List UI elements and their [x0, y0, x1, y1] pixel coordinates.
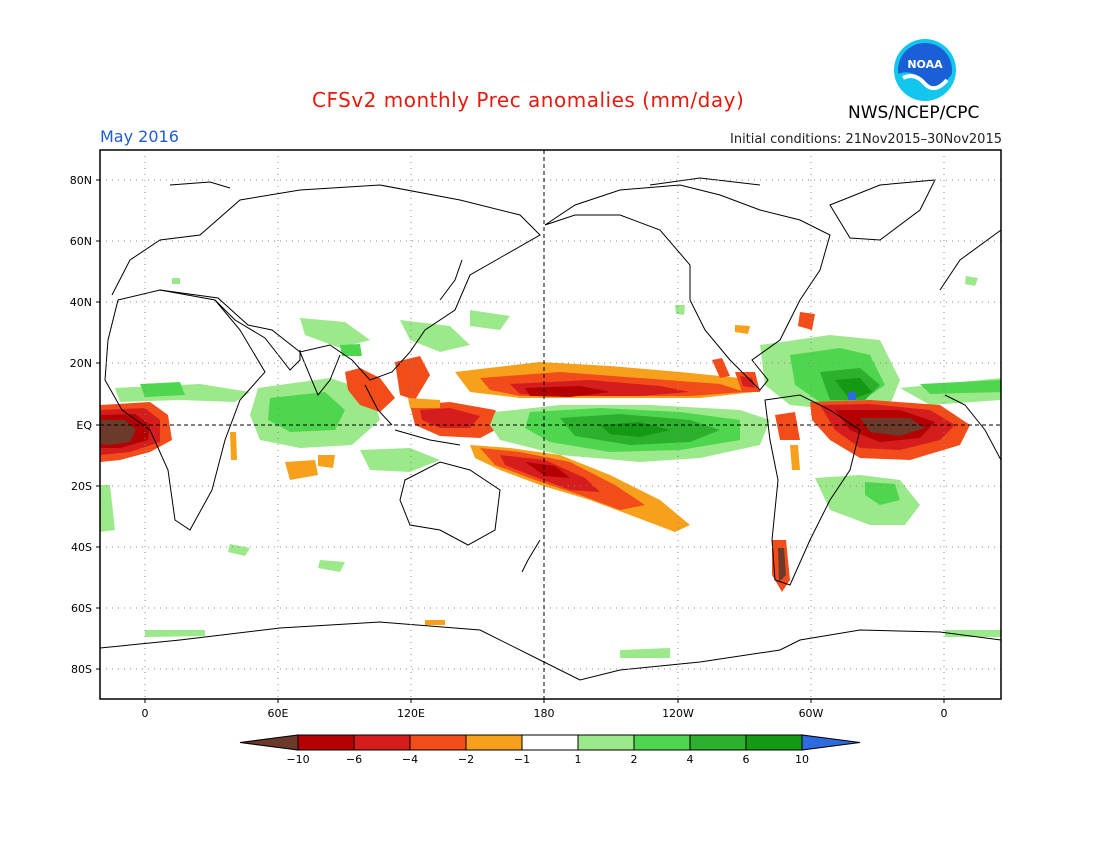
lon-label: 120W — [662, 707, 694, 720]
reference-lines — [100, 150, 1001, 699]
lat-label: 80S — [71, 663, 92, 676]
lon-label: 180 — [534, 707, 555, 720]
initial-conditions-label: Initial conditions: 21Nov2015–30Nov2015 — [730, 132, 1002, 147]
lat-label: 40N — [70, 296, 92, 309]
lon-label: 120E — [397, 707, 425, 720]
colorbar-label: −6 — [346, 753, 362, 766]
colorbar-label: −10 — [286, 753, 309, 766]
colorbar-swatch — [633, 734, 691, 751]
lon-label: 60E — [268, 707, 289, 720]
colorbar-swatch — [465, 734, 523, 751]
colorbar-label: 10 — [795, 753, 809, 766]
lat-label: 20S — [71, 480, 92, 493]
agency-label: NWS/NCEP/CPC — [848, 103, 980, 123]
colorbar-label: 4 — [687, 753, 694, 766]
anomaly-shading — [100, 276, 1001, 658]
chart-title: CFSv2 monthly Prec anomalies (mm/day) — [312, 88, 745, 112]
longitude-labels: 0 60E 120E 180 120W 60W 0 — [142, 707, 948, 720]
colorbar-swatch — [409, 734, 467, 751]
lat-label: 80N — [70, 174, 92, 187]
tick-marks — [96, 179, 945, 703]
lat-label: 20N — [70, 357, 92, 370]
colorbar: −10 −6 −4 −2 −1 1 2 4 6 10 — [239, 734, 861, 766]
noaa-logo-text: NOAA — [907, 58, 943, 71]
colorbar-arrow-low — [239, 734, 299, 751]
colorbar-swatch — [297, 734, 355, 751]
lat-label: 40S — [71, 541, 92, 554]
colorbar-label: −1 — [514, 753, 530, 766]
coastlines — [100, 177, 1001, 681]
valid-month-label: May 2016 — [100, 127, 179, 146]
colorbar-label: 6 — [743, 753, 750, 766]
gridlines — [100, 150, 1001, 699]
noaa-logo: NOAA — [894, 39, 956, 101]
colorbar-arrow-high — [801, 734, 861, 751]
colorbar-swatch — [521, 734, 579, 751]
colorbar-swatch — [353, 734, 411, 751]
latitude-labels: 80N 60N 40N 20N EQ 20S 40S 60S 80S — [70, 174, 93, 676]
lon-label: 60W — [799, 707, 824, 720]
lat-label: EQ — [76, 419, 92, 432]
colorbar-label: −4 — [402, 753, 418, 766]
lat-label: 60S — [71, 602, 92, 615]
colorbar-swatch — [577, 734, 635, 751]
colorbar-swatch — [745, 734, 803, 751]
lon-label: 0 — [941, 707, 948, 720]
colorbar-label: 1 — [575, 753, 582, 766]
colorbar-label: 2 — [631, 753, 638, 766]
lat-label: 60N — [70, 235, 92, 248]
colorbar-label: −2 — [458, 753, 474, 766]
colorbar-swatch — [689, 734, 747, 751]
anomaly-dry-west-pacific — [345, 368, 395, 412]
lon-label: 0 — [142, 707, 149, 720]
